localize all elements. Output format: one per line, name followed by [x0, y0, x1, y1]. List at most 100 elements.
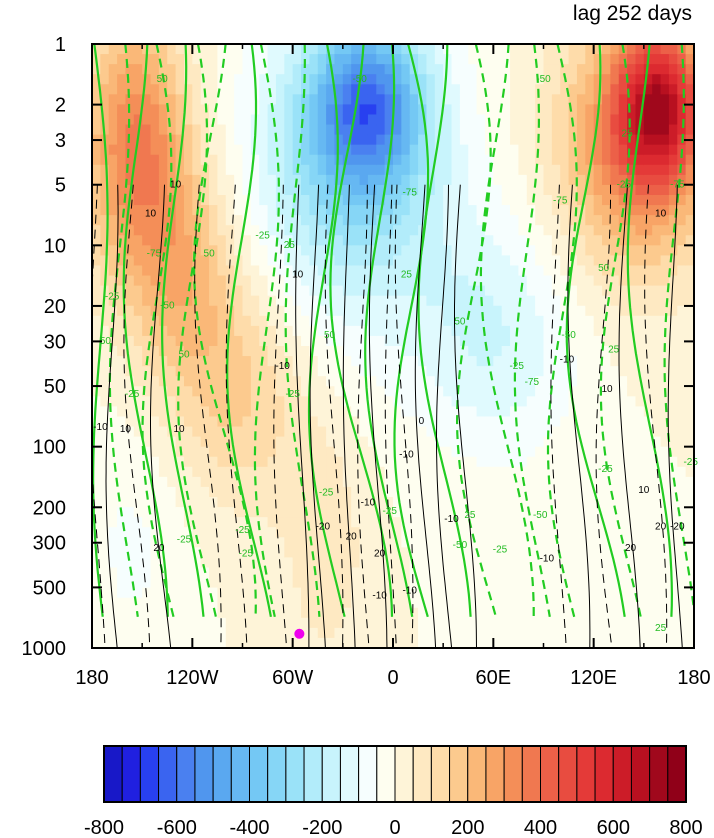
- shading-cell: [510, 144, 520, 156]
- shading-cell: [493, 164, 503, 176]
- shading-cell: [200, 265, 210, 277]
- shading-cell: [685, 215, 694, 226]
- y-tick-label: 100: [33, 437, 66, 459]
- shading-cell: [484, 84, 494, 95]
- shading-cell: [133, 507, 143, 518]
- shading-cell: [359, 356, 369, 367]
- shading-cell: [242, 265, 252, 277]
- shading-cell: [108, 587, 118, 599]
- shading-cell: [643, 597, 653, 609]
- shading-cell: [418, 466, 428, 478]
- shading-cell: [183, 557, 193, 569]
- shading-cell: [685, 507, 694, 518]
- shading-cell: [635, 466, 645, 478]
- shading-cell: [92, 74, 101, 85]
- shading-cell: [384, 456, 394, 468]
- shading-cell: [518, 104, 528, 116]
- shading-cell: [459, 416, 469, 428]
- shading-cell: [209, 215, 219, 226]
- shading-cell: [175, 547, 185, 558]
- shading-cell: [593, 406, 603, 418]
- shading-cell: [560, 94, 570, 105]
- shading-cell: [602, 366, 611, 377]
- shading-cell: [192, 124, 202, 136]
- shading-cell: [434, 144, 444, 156]
- shading-cell: [459, 637, 469, 648]
- shading-cell: [234, 356, 244, 367]
- shading-cell: [568, 64, 578, 75]
- shading-cell: [284, 195, 294, 206]
- shading-cell: [443, 245, 453, 256]
- shading-cell: [451, 184, 461, 196]
- shading-cell: [393, 456, 402, 468]
- shading-cell: [108, 114, 118, 126]
- shading-cell: [468, 174, 478, 186]
- shading-cell: [242, 426, 252, 438]
- shading-cell: [660, 255, 670, 267]
- shading-cell: [183, 205, 193, 216]
- shading-cell: [610, 195, 620, 206]
- shading-cell: [618, 104, 628, 116]
- shading-cell: [551, 315, 561, 327]
- shading-cell: [326, 517, 336, 528]
- shading-cell: [401, 124, 411, 136]
- contour-label: 25: [401, 269, 413, 280]
- shading-cell: [593, 637, 603, 648]
- shading-cell: [668, 567, 678, 579]
- shading-cell: [593, 356, 603, 367]
- shading-cell: [576, 366, 586, 377]
- shading-cell: [468, 104, 478, 116]
- shading-cell: [409, 426, 419, 438]
- shading-cell: [593, 205, 603, 216]
- shading-cell: [551, 134, 561, 146]
- contour-line: [122, 44, 169, 617]
- shading-cell: [209, 245, 219, 256]
- shading-cell: [551, 436, 561, 448]
- shading-cell: [643, 426, 653, 438]
- shading-cell: [576, 265, 586, 277]
- shading-cell: [150, 295, 160, 307]
- shading-cell: [535, 335, 545, 347]
- shading-cell: [635, 426, 645, 438]
- shading-cell: [551, 285, 561, 297]
- shading-cell: [192, 507, 202, 518]
- shading-cell: [468, 637, 478, 648]
- shading-cell: [443, 144, 453, 156]
- shading-cell: [359, 507, 369, 518]
- shading-cell: [167, 94, 177, 105]
- shading-cell: [501, 184, 511, 196]
- shading-cell: [376, 154, 386, 166]
- shading-cell: [576, 104, 586, 116]
- shading-cell: [677, 174, 687, 186]
- shading-cell: [543, 245, 553, 256]
- shading-cell: [384, 114, 394, 126]
- shading-cell: [183, 235, 193, 246]
- shading-cell: [551, 567, 561, 579]
- shading-cell: [602, 335, 611, 347]
- shading-cell: [459, 366, 469, 377]
- shading-cell: [476, 245, 486, 256]
- shading-cell: [409, 335, 419, 347]
- shading-cell: [167, 275, 177, 287]
- shading-cell: [510, 44, 520, 55]
- shading-cell: [535, 195, 545, 206]
- shading-cell: [334, 426, 344, 438]
- shading-cell: [568, 436, 578, 448]
- shading-cell: [434, 184, 444, 196]
- shading-cell: [150, 114, 160, 126]
- shading-cell: [259, 225, 269, 236]
- shading-cell: [643, 94, 653, 105]
- shading-cell: [418, 64, 428, 75]
- shading-cell: [593, 607, 603, 619]
- shading-cell: [376, 124, 386, 136]
- shading-cell: [334, 44, 344, 55]
- shading-cell: [342, 446, 352, 458]
- shading-cell: [342, 366, 352, 377]
- shading-cell: [660, 547, 670, 558]
- shading-cell: [150, 54, 160, 65]
- shading-cell: [284, 265, 294, 277]
- shading-cell: [133, 74, 143, 85]
- shading-cell: [117, 285, 127, 297]
- shading-cell: [225, 346, 235, 357]
- shading-cell: [175, 497, 185, 508]
